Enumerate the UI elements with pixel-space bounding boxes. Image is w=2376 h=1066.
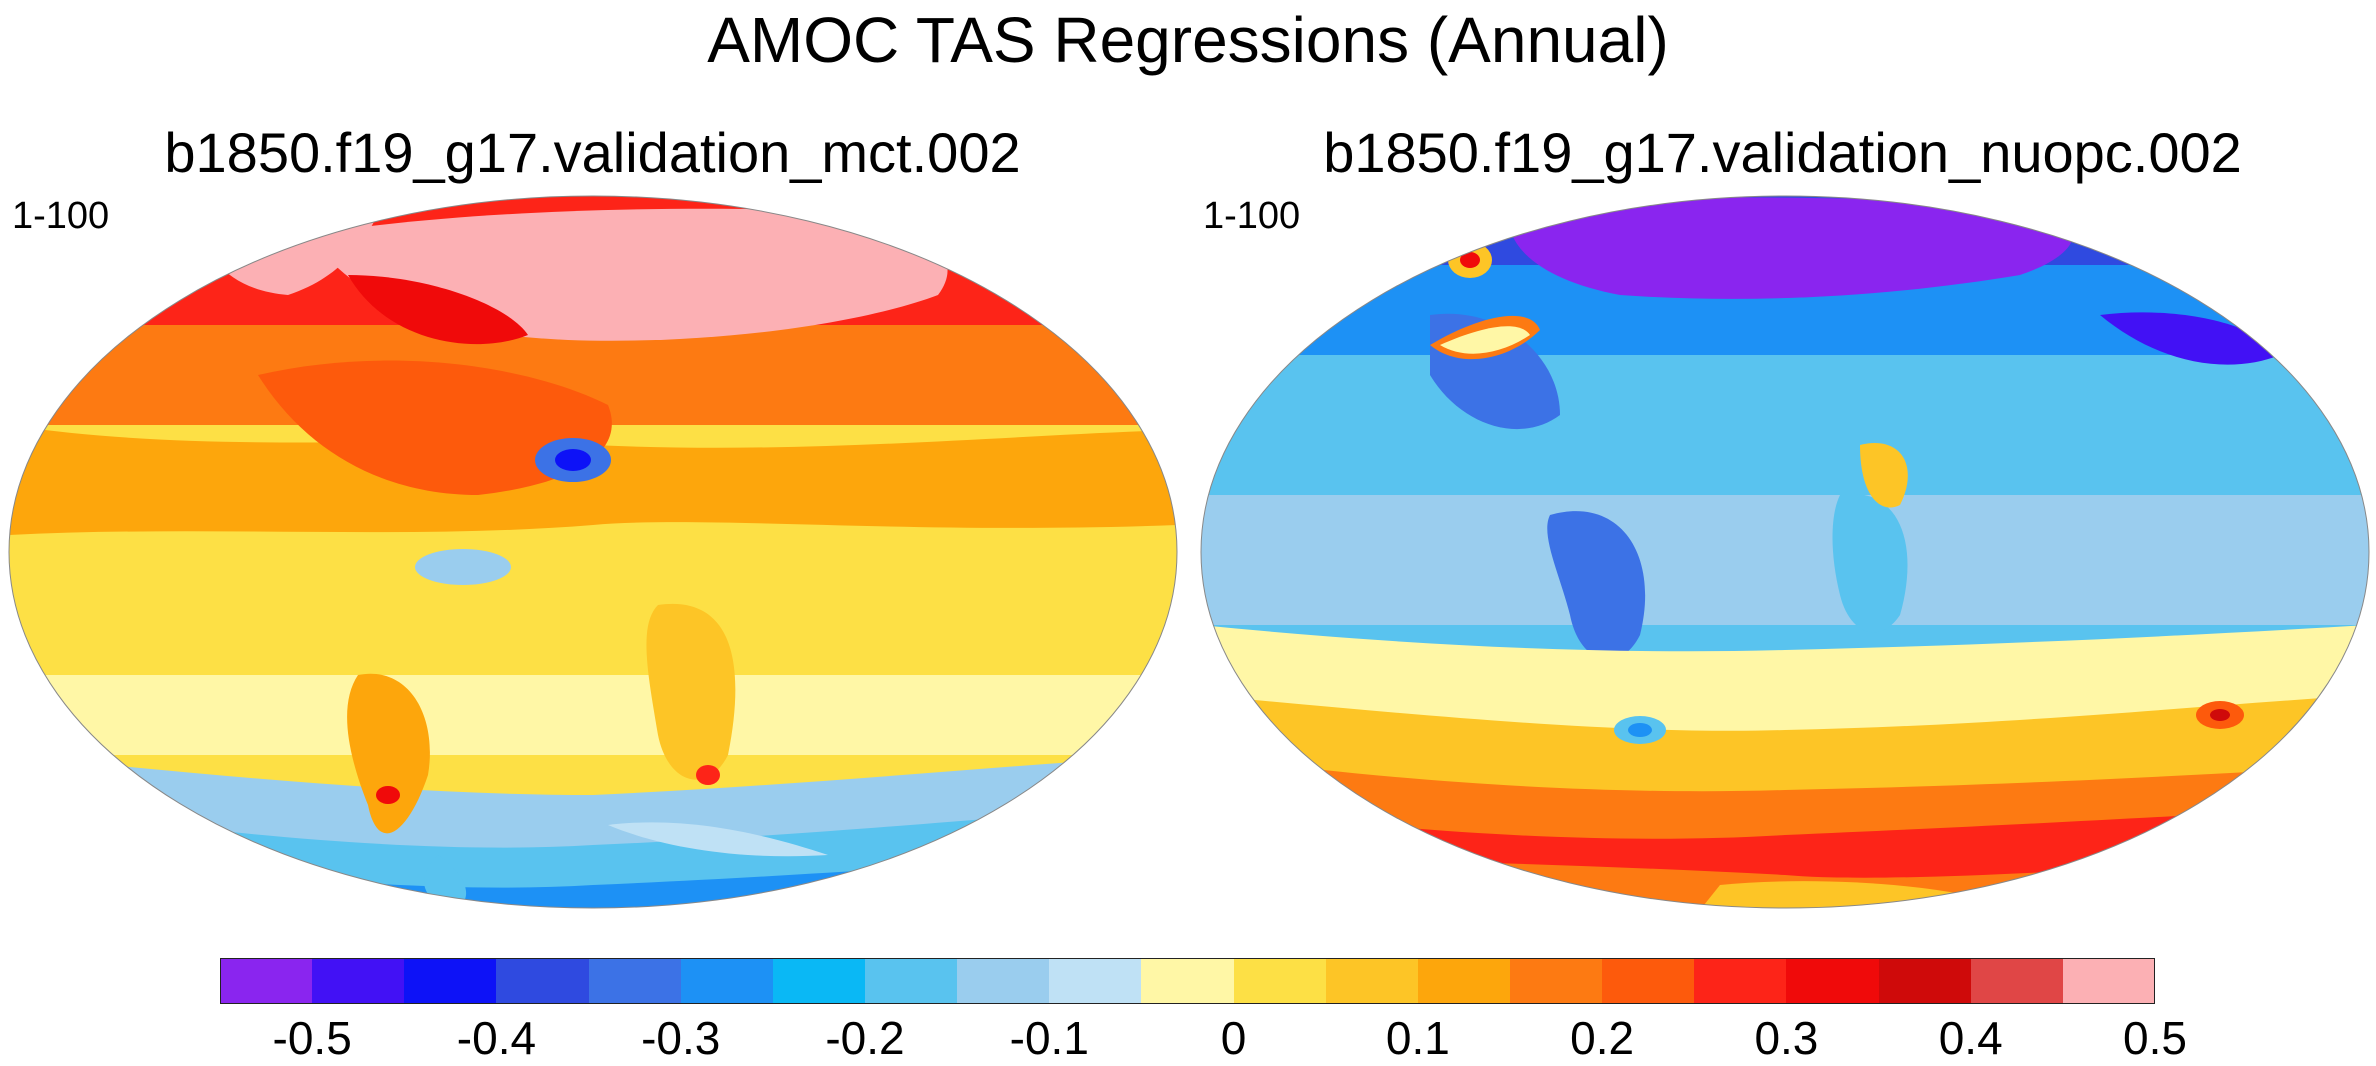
left-panel-title: b1850.f19_g17.validation_mct.002 (164, 121, 1021, 184)
colorbar-tick-label: 0.1 (1385, 1012, 1450, 1064)
colorbar-tick-label: 0.4 (1938, 1012, 2003, 1064)
colorbar-tick-label: -0.1 (1009, 1012, 1089, 1064)
colorbar-swatch (496, 958, 590, 1004)
colorbar-swatch (1786, 958, 1880, 1004)
colorbar-swatch (1510, 958, 1603, 1004)
colorbar-swatch (588, 958, 682, 1004)
colorbar-swatch (1602, 958, 1695, 1004)
colorbar-tick-label: 0.2 (1570, 1012, 1635, 1064)
colorbar-swatch (865, 958, 958, 1004)
colorbar-swatch (1233, 958, 1327, 1004)
colorbar-swatch (1970, 958, 2064, 1004)
left-map (8, 195, 1178, 909)
colorbar-tick-label: -0.5 (272, 1012, 352, 1064)
left-panel-range: 1-100 (12, 195, 110, 237)
colorbar-swatch (1141, 958, 1235, 1004)
colorbar-swatch (404, 958, 497, 1004)
figure-title: AMOC TAS Regressions (Annual) (707, 4, 1669, 76)
colorbar-swatch (1325, 958, 1419, 1004)
colorbar-tick-label: -0.4 (456, 1012, 537, 1064)
colorbar-swatch (1694, 958, 1787, 1004)
colorbar-swatch (220, 958, 313, 1004)
colorbar-tick-label: -0.2 (825, 1012, 905, 1064)
colorbar-swatch (680, 958, 774, 1004)
colorbar-swatch (772, 958, 866, 1004)
right-panel-range: 1-100 (1203, 195, 1301, 237)
right-map (1200, 195, 2370, 909)
right-panel-title: b1850.f19_g17.validation_nuopc.002 (1323, 121, 2242, 184)
colorbar-swatch (312, 958, 405, 1004)
colorbar-swatch (1878, 958, 1972, 1004)
colorbar-tick-label: 0 (1220, 1012, 1247, 1064)
colorbar-swatch (1049, 958, 1142, 1004)
colorbar-frame (220, 958, 2155, 1004)
colorbar-swatch (1417, 958, 1511, 1004)
colorbar-swatch (957, 958, 1050, 1004)
colorbar-swatch (2062, 958, 2156, 1004)
colorbar (220, 958, 2156, 1004)
colorbar-tick-label: 0.5 (2123, 1012, 2187, 1064)
colorbar-tick-label: -0.3 (641, 1012, 721, 1064)
colorbar-tick-label: 0.3 (1754, 1012, 1819, 1064)
